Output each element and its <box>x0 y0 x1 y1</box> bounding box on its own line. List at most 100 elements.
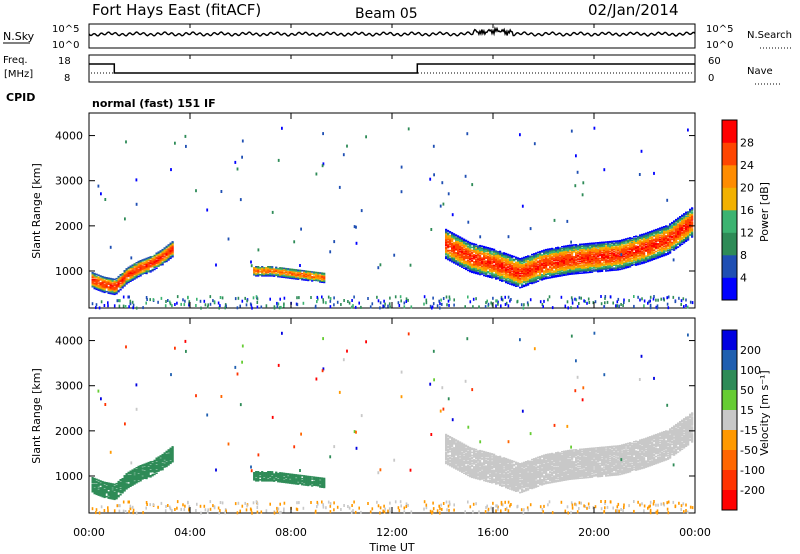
data-cell <box>117 489 120 492</box>
data-cell <box>133 477 136 479</box>
data-cell <box>479 255 482 258</box>
data-cell <box>256 301 259 304</box>
data-cell <box>131 479 134 481</box>
data-cell <box>259 269 262 271</box>
data-cell <box>631 262 634 264</box>
data-cell <box>121 281 124 283</box>
data-cell <box>555 269 558 272</box>
data-cell <box>677 218 680 221</box>
data-cell <box>535 261 538 263</box>
data-cell <box>539 270 542 273</box>
data-cell <box>509 272 512 274</box>
data-cell <box>95 478 98 481</box>
data-cell <box>133 268 136 270</box>
data-cell <box>587 253 590 256</box>
data-cell <box>555 260 558 262</box>
data-cell <box>525 265 528 268</box>
data-cell <box>531 278 534 281</box>
data-cell <box>499 270 502 273</box>
freq-panel <box>88 54 696 83</box>
data-cell <box>491 257 494 259</box>
data-cell <box>455 245 458 247</box>
data-cell <box>342 153 345 157</box>
data-cell <box>525 269 528 272</box>
data-cell <box>283 268 286 271</box>
data-cell <box>617 261 620 263</box>
data-cell <box>604 296 606 300</box>
data-cell <box>645 250 648 252</box>
data-cell <box>303 275 306 277</box>
data-cell <box>564 304 567 308</box>
data-cell <box>569 257 572 260</box>
data-cell <box>291 273 294 276</box>
data-cell <box>451 258 454 261</box>
data-cell <box>153 256 156 259</box>
data-cell <box>129 274 132 277</box>
data-cell <box>691 215 694 217</box>
data-cell <box>611 268 614 271</box>
data-cell <box>655 298 657 302</box>
data-cell <box>619 268 622 271</box>
data-cell <box>499 268 502 271</box>
data-cell <box>587 246 590 249</box>
data-cell <box>637 258 640 261</box>
data-cell <box>517 258 520 260</box>
data-cell <box>635 261 638 263</box>
data-cell <box>505 273 508 276</box>
data-cell <box>99 488 102 490</box>
data-cell <box>125 279 128 281</box>
data-cell <box>473 269 476 271</box>
data-cell <box>145 464 148 467</box>
data-cell <box>157 262 160 264</box>
data-cell <box>145 266 148 269</box>
data-cell <box>599 259 602 262</box>
data-cell <box>445 257 448 260</box>
data-cell <box>607 258 610 260</box>
data-cell <box>129 477 132 480</box>
data-cell <box>625 262 628 264</box>
data-cell <box>647 301 649 305</box>
data-cell <box>549 262 552 264</box>
data-cell <box>481 262 484 264</box>
data-cell <box>171 250 174 252</box>
data-cell <box>657 250 660 252</box>
data-cell <box>531 255 534 258</box>
data-cell <box>515 285 518 287</box>
data-cell <box>615 263 618 265</box>
data-cell <box>398 304 401 307</box>
data-cell <box>509 278 512 280</box>
data-cell <box>537 269 540 272</box>
data-cell <box>501 259 504 261</box>
data-cell <box>481 272 484 274</box>
data-cell <box>665 240 668 242</box>
data-cell <box>353 225 356 229</box>
data-cell <box>675 239 678 242</box>
data-cell <box>571 257 574 259</box>
data-cell <box>477 272 480 274</box>
data-cell <box>593 265 596 267</box>
data-cell <box>685 225 688 228</box>
data-cell <box>322 300 325 304</box>
data-cell <box>129 273 132 276</box>
data-cell <box>491 266 494 268</box>
data-cell <box>95 480 98 483</box>
data-cell <box>459 256 462 258</box>
data-cell <box>677 241 680 243</box>
data-cell <box>163 253 166 255</box>
data-cell <box>645 236 648 239</box>
data-cell <box>317 279 320 282</box>
data-cell <box>265 270 268 272</box>
data-cell <box>495 264 498 266</box>
data-cell <box>475 255 478 258</box>
data-cell <box>691 211 694 213</box>
data-cell <box>679 240 682 243</box>
data-cell <box>457 238 460 240</box>
data-cell <box>639 250 642 252</box>
data-cell <box>531 276 534 279</box>
data-cell <box>455 256 458 258</box>
data-cell <box>511 267 514 269</box>
data-cell <box>157 253 160 255</box>
data-cell <box>511 255 514 257</box>
data-cell <box>451 259 454 262</box>
data-cell <box>123 478 126 480</box>
